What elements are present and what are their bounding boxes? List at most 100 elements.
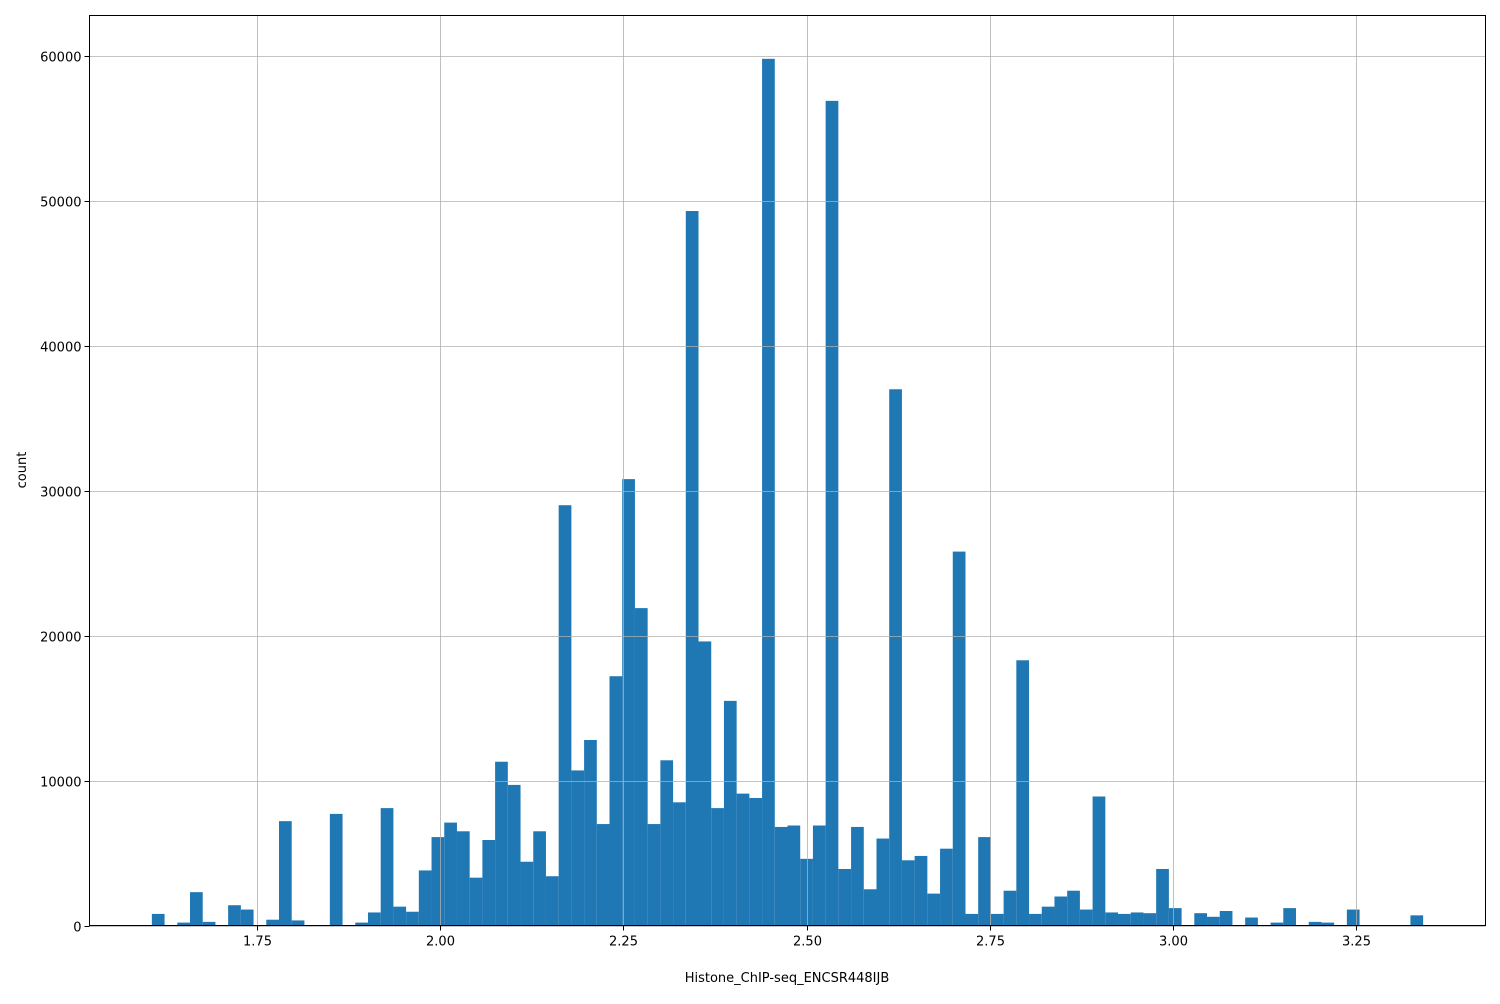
histogram-bar xyxy=(736,793,750,926)
histogram-bar xyxy=(901,860,915,926)
histogram-bar xyxy=(495,761,508,926)
histogram-bar xyxy=(278,821,292,926)
histogram-bar xyxy=(545,876,559,926)
histogram-bar xyxy=(1054,896,1068,926)
histogram-bar xyxy=(1270,922,1284,926)
histogram-bar xyxy=(240,909,254,926)
histogram-bar xyxy=(1168,908,1182,926)
histogram-bar xyxy=(838,868,852,926)
histogram-bar xyxy=(380,808,394,926)
y-tick-label: 50000 xyxy=(40,196,81,211)
x-tick-label: 1.75 xyxy=(243,935,272,950)
y-tick-label: 0 xyxy=(73,921,81,936)
x-axis-ticks: 1.75 2.00 2.25 2.50 2.75 3.00 3.25 xyxy=(243,925,1371,950)
histogram-bar xyxy=(520,861,534,926)
histogram-bar xyxy=(660,760,674,926)
histogram-bar xyxy=(1130,912,1144,926)
histogram-bar xyxy=(1346,909,1360,926)
histogram-bar xyxy=(329,813,343,926)
histogram-bar xyxy=(584,739,597,926)
histogram-bar xyxy=(990,913,1004,926)
y-axis-ticks: 0 10000 20000 30000 40000 50000 60000 xyxy=(40,51,90,936)
histogram-bar xyxy=(978,837,991,926)
histogram-bar xyxy=(762,58,775,926)
x-tick-label: 2.75 xyxy=(976,935,1005,950)
histogram-bar xyxy=(1308,921,1322,926)
histogram-bar xyxy=(1219,911,1233,926)
histogram-bar xyxy=(711,808,724,926)
histogram-bar xyxy=(1029,913,1042,926)
histogram-bar xyxy=(355,922,368,926)
y-axis-label: count xyxy=(15,452,30,489)
histogram-bar xyxy=(228,905,241,926)
histogram-bar xyxy=(863,889,877,926)
histogram-bar xyxy=(749,797,763,926)
y-tick-label: 60000 xyxy=(40,51,81,66)
histogram-bar xyxy=(431,837,445,926)
histogram-bar xyxy=(456,831,470,926)
histogram-bar xyxy=(1118,913,1131,926)
x-tick-label: 2.00 xyxy=(426,935,455,950)
histogram-bar xyxy=(558,505,572,926)
x-tick-label: 3.00 xyxy=(1159,935,1188,950)
histogram-bar xyxy=(647,824,661,926)
histogram-bar xyxy=(596,824,610,926)
histogram-bar xyxy=(787,825,801,926)
histogram-bar xyxy=(812,825,826,926)
histogram-bar xyxy=(1156,868,1169,926)
histogram-bar xyxy=(940,848,953,926)
x-axis-label: Histone_ChIP-seq_ENCSR448IJB xyxy=(685,971,890,986)
histogram-bar xyxy=(189,892,203,926)
histogram-bar xyxy=(1283,908,1297,926)
histogram-bar xyxy=(202,921,216,926)
histogram-bar xyxy=(876,838,890,926)
histogram-bar xyxy=(698,641,712,926)
histogram-bar xyxy=(889,389,902,926)
histogram-bar xyxy=(393,906,407,926)
histogram-bar xyxy=(469,877,483,926)
histogram-bar xyxy=(673,802,686,926)
histogram-bar xyxy=(367,912,381,926)
histogram-bar xyxy=(1067,890,1080,926)
histogram-bar xyxy=(571,770,585,926)
histogram-bar xyxy=(622,479,635,926)
x-tick-label: 3.25 xyxy=(1342,935,1371,950)
y-tick-label: 40000 xyxy=(40,341,81,356)
histogram-bar xyxy=(1410,915,1424,926)
histogram-bar xyxy=(507,784,521,926)
histogram-bar xyxy=(851,826,864,926)
histogram-bar xyxy=(533,831,546,926)
histogram-bar xyxy=(1016,660,1030,926)
histogram-bar xyxy=(609,676,623,926)
histogram-bar xyxy=(444,822,457,926)
histogram-bar xyxy=(482,839,496,926)
histogram-bar xyxy=(1079,909,1093,926)
bars xyxy=(151,58,1424,926)
histogram-bar xyxy=(1207,916,1220,926)
histogram-bar xyxy=(177,922,190,926)
histogram-bar xyxy=(1092,796,1106,926)
histogram-bar xyxy=(418,870,432,926)
histogram-bar xyxy=(965,913,979,926)
histogram-bar xyxy=(1194,913,1208,926)
histogram-bar xyxy=(1321,922,1335,926)
histogram-bar xyxy=(1143,913,1157,926)
histogram-bar xyxy=(1105,912,1119,926)
histogram-bar xyxy=(723,700,737,926)
histogram-bar xyxy=(927,893,941,926)
y-tick-label: 30000 xyxy=(40,486,81,501)
histogram-bar xyxy=(291,920,305,926)
histogram-bar xyxy=(800,858,813,926)
histogram-bar xyxy=(406,911,419,926)
grid-overlay xyxy=(89,15,1486,927)
plot-frame xyxy=(89,15,1486,926)
histogram-bar xyxy=(1245,917,1258,926)
histogram-bar xyxy=(1003,890,1017,926)
histogram-bar xyxy=(914,855,928,926)
histogram-bar xyxy=(825,100,839,926)
y-tick-label: 10000 xyxy=(40,776,81,791)
histogram-bar xyxy=(685,211,699,926)
histogram-bar xyxy=(952,551,966,926)
y-tick-label: 20000 xyxy=(40,631,81,646)
